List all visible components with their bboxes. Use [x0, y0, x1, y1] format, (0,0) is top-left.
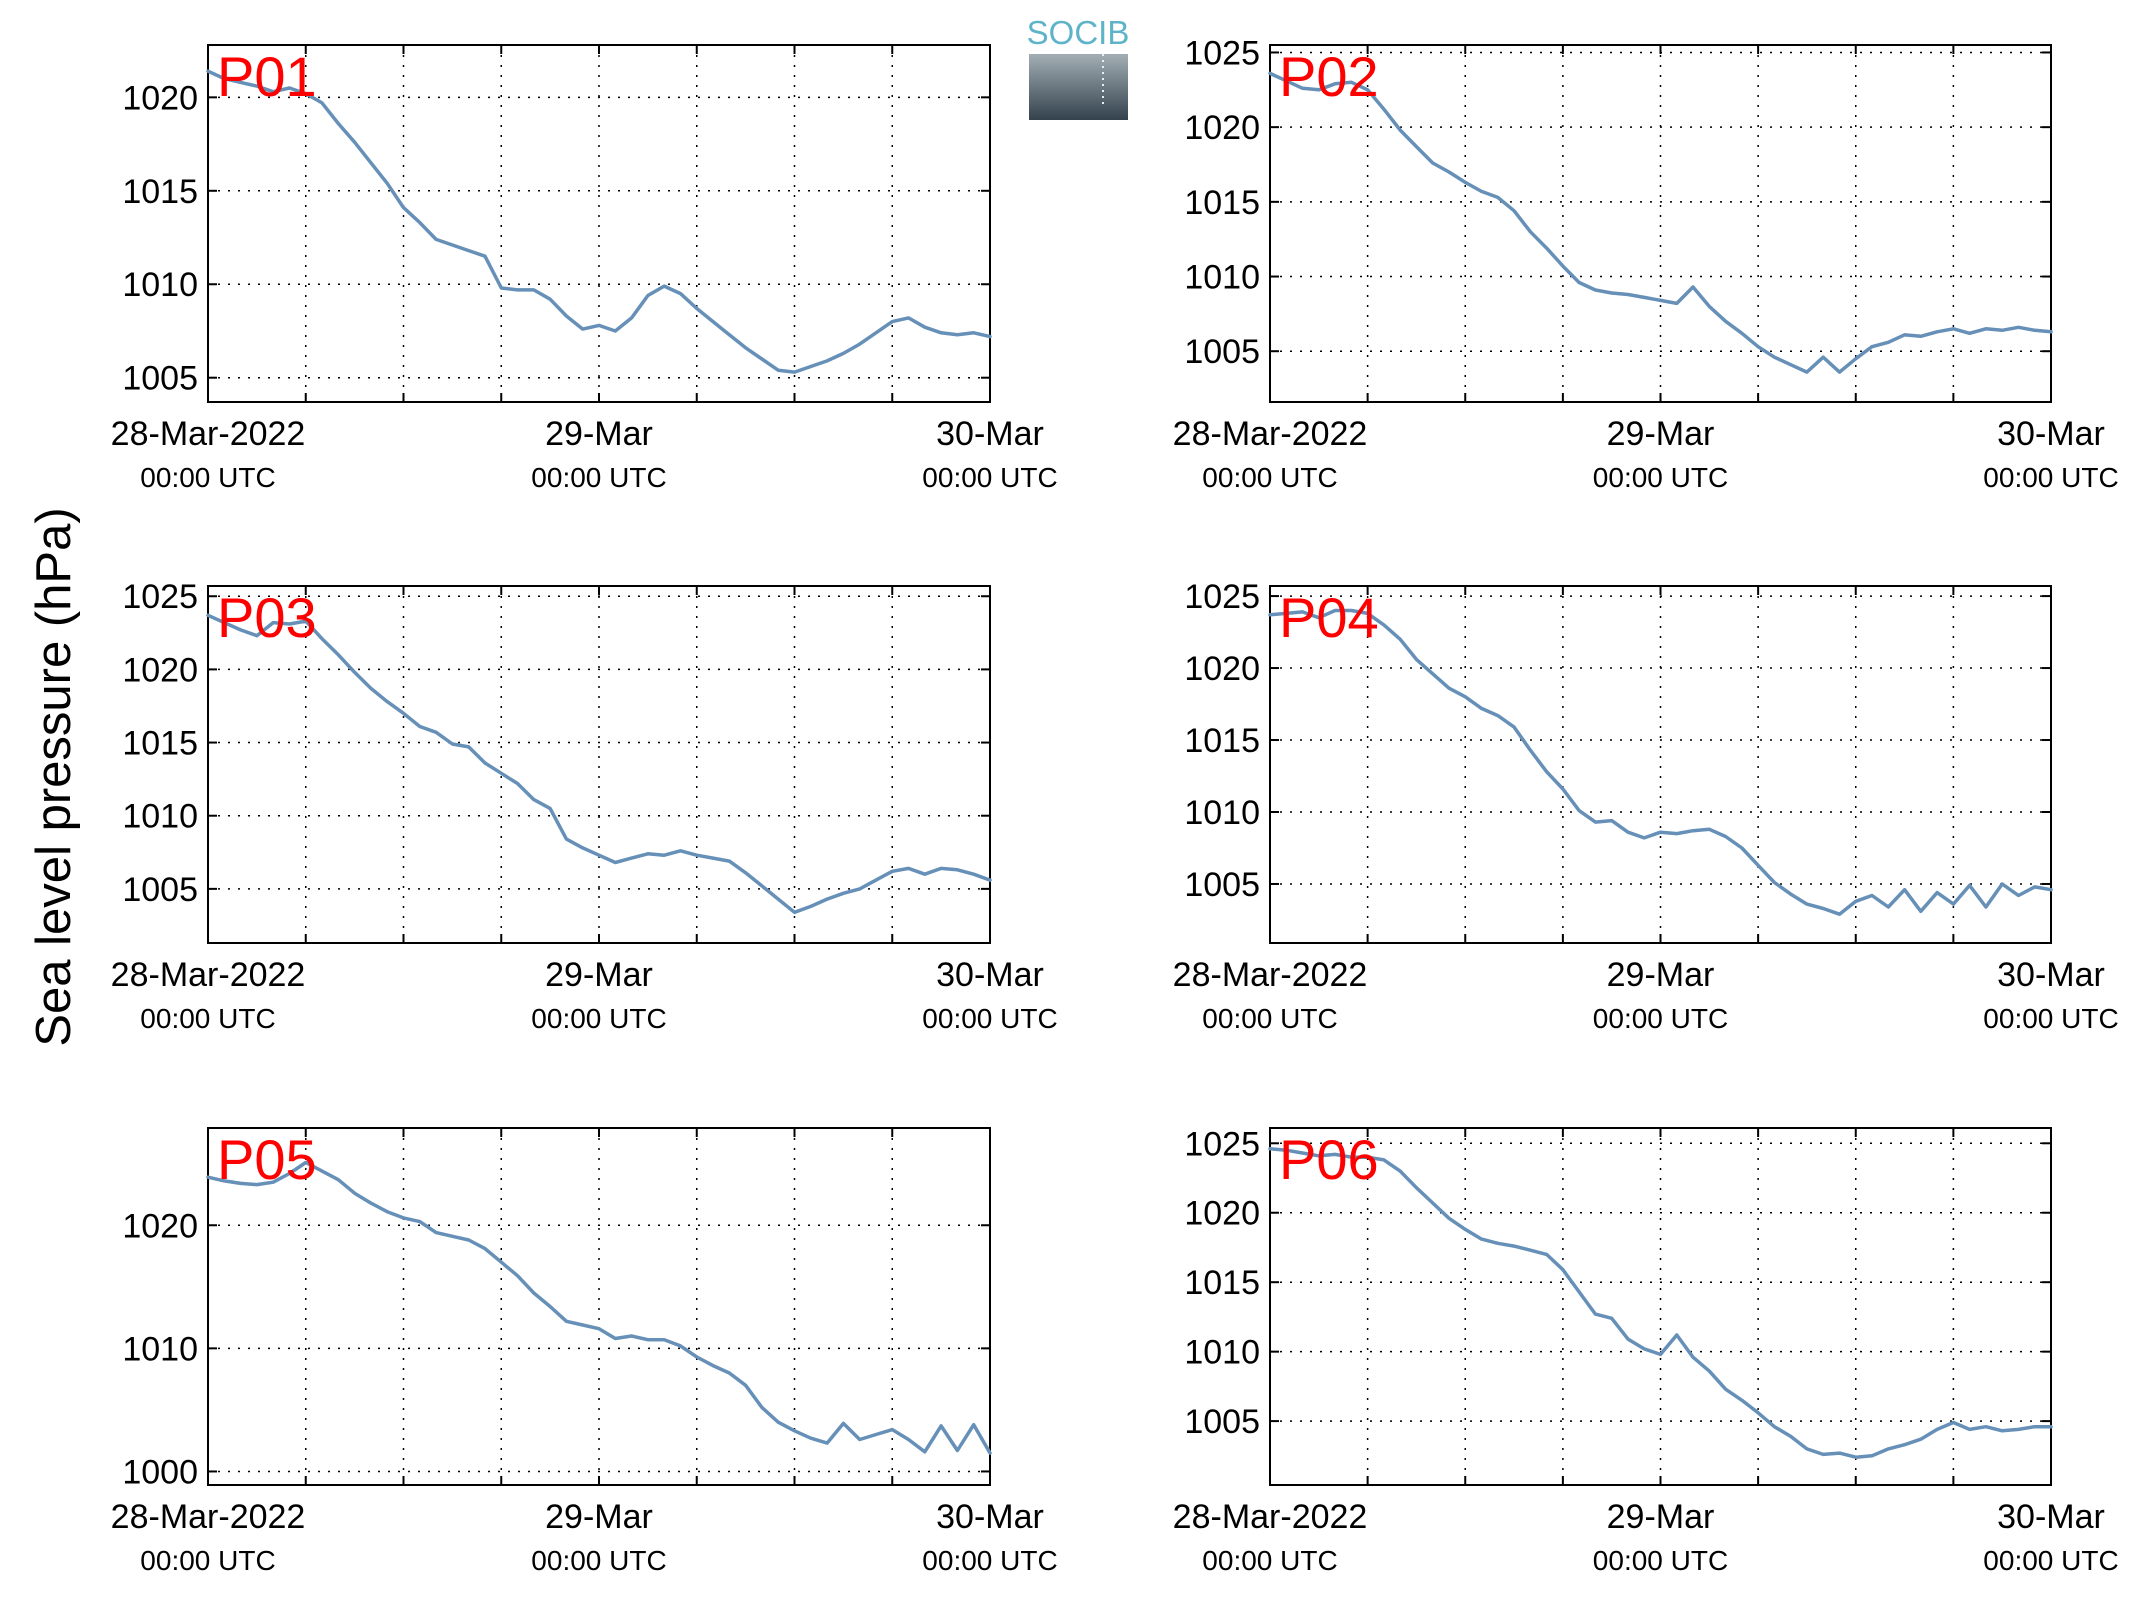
y-tick-label: 1005 [122, 871, 198, 909]
x-tick-label: 30-Mar [936, 1498, 1044, 1536]
x-tick-sublabel: 00:00 UTC [531, 1003, 666, 1034]
y-tick-label: 1000 [122, 1453, 198, 1491]
y-tick-label: 1025 [1184, 578, 1260, 616]
y-tick-label: 1005 [1184, 866, 1260, 904]
x-tick-label: 28-Mar-2022 [111, 1498, 306, 1536]
x-tick-sublabel: 00:00 UTC [1202, 1003, 1337, 1034]
y-tick-label: 1015 [1184, 184, 1260, 222]
x-tick-sublabel: 00:00 UTC [1983, 462, 2118, 493]
panel-p06: 1005 1010 1015 1020 1025 28-Mar-2022 00:00 UTC… [1173, 1125, 2119, 1576]
x-tick-sublabel: 00:00 UTC [922, 1545, 1057, 1576]
x-tick-sublabel: 00:00 UTC [140, 462, 275, 493]
panel-label: P05 [217, 1128, 317, 1191]
x-tick-label: 30-Mar [1997, 956, 2105, 994]
y-tick-label: 1010 [1184, 259, 1260, 297]
y-tick-label: 1010 [122, 1330, 198, 1368]
x-tick-sublabel: 00:00 UTC [922, 1003, 1057, 1034]
panel-p01: 1005 1010 1015 1020 28-Mar-2022 00:00 UTC 29-M… [111, 44, 1058, 493]
x-tick-sublabel: 00:00 UTC [1593, 1003, 1728, 1034]
x-tick-sublabel: 00:00 UTC [1983, 1545, 2118, 1576]
panel-label: P03 [217, 586, 317, 649]
x-tick-label: 30-Mar [1997, 1498, 2105, 1536]
plot-frame [1269, 1127, 2052, 1486]
y-tick-label: 1020 [122, 79, 198, 117]
x-tick-sublabel: 00:00 UTC [1202, 462, 1337, 493]
y-tick-label: 1020 [1184, 1195, 1260, 1233]
y-tick-label: 1005 [122, 360, 198, 398]
panel-p03: 1005 1010 1015 1020 1025 28-Mar-2022 00:00 UTC… [111, 578, 1058, 1034]
x-tick-label: 28-Mar-2022 [111, 956, 306, 994]
x-tick-sublabel: 00:00 UTC [531, 1545, 666, 1576]
x-tick-label: 29-Mar [1607, 415, 1715, 453]
x-tick-sublabel: 00:00 UTC [140, 1003, 275, 1034]
x-tick-label: 28-Mar-2022 [1173, 1498, 1368, 1536]
x-tick-label: 28-Mar-2022 [1173, 956, 1368, 994]
y-tick-label: 1015 [1184, 1264, 1260, 1302]
series-line [206, 1160, 992, 1455]
y-tick-label: 1015 [122, 725, 198, 763]
y-tick-label: 1010 [1184, 1334, 1260, 1372]
panel-p04: 1005 1010 1015 1020 1025 28-Mar-2022 00:00 UTC… [1173, 578, 2119, 1034]
panel-label: P01 [217, 45, 317, 108]
y-tick-label: 1010 [122, 266, 198, 304]
panel-p05: 1000 1010 1020 28-Mar-2022 00:00 UTC 29-Mar 00… [111, 1127, 1058, 1576]
y-tick-label: 1015 [122, 173, 198, 211]
panel-p02: 1005 1010 1015 1020 1025 28-Mar-2022 00:00 UTC… [1173, 34, 2119, 493]
panels: 1005 1010 1015 1020 28-Mar-2022 00:00 UTC 29-M… [111, 34, 2119, 1576]
y-tick-label: 1015 [1184, 722, 1260, 760]
x-tick-label: 29-Mar [545, 1498, 653, 1536]
y-tick-label: 1020 [1184, 109, 1260, 147]
y-tick-label: 1025 [1184, 1125, 1260, 1163]
y-tick-label: 1025 [122, 578, 198, 616]
y-tick-label: 1010 [1184, 794, 1260, 832]
x-tick-label: 28-Mar-2022 [111, 415, 306, 453]
y-axis-title: Sea level pressure (hPa) [27, 507, 81, 1046]
x-tick-label: 29-Mar [1607, 956, 1715, 994]
series-line [1268, 71, 2053, 374]
x-tick-label: 30-Mar [936, 415, 1044, 453]
x-tick-sublabel: 00:00 UTC [531, 462, 666, 493]
series-line [206, 69, 992, 374]
y-tick-label: 1025 [1184, 34, 1260, 72]
panel-label: P06 [1279, 1128, 1379, 1191]
x-tick-sublabel: 00:00 UTC [1593, 462, 1728, 493]
x-tick-sublabel: 00:00 UTC [140, 1545, 275, 1576]
x-tick-sublabel: 00:00 UTC [1983, 1003, 2118, 1034]
panel-label: P02 [1279, 45, 1379, 108]
x-tick-label: 28-Mar-2022 [1173, 415, 1368, 453]
plot-frame [1269, 44, 2052, 403]
y-tick-label: 1005 [1184, 333, 1260, 371]
y-tick-label: 1020 [122, 651, 198, 689]
y-tick-label: 1020 [1184, 650, 1260, 688]
series-line [206, 613, 992, 915]
y-tick-label: 1010 [122, 798, 198, 836]
x-tick-sublabel: 00:00 UTC [1202, 1545, 1337, 1576]
x-tick-label: 29-Mar [545, 956, 653, 994]
x-tick-label: 30-Mar [1997, 415, 2105, 453]
plot-frame [207, 585, 991, 944]
x-tick-sublabel: 00:00 UTC [1593, 1545, 1728, 1576]
x-tick-sublabel: 00:00 UTC [922, 462, 1057, 493]
series-line [1268, 608, 2053, 916]
y-tick-label: 1020 [122, 1207, 198, 1245]
logo-text: SOCIB [1027, 14, 1130, 51]
plot-frame [1269, 585, 2052, 944]
x-tick-label: 30-Mar [936, 956, 1044, 994]
socib-logo: SOCIB [1027, 14, 1130, 120]
logo-block [1029, 54, 1128, 120]
y-tick-label: 1005 [1184, 1403, 1260, 1441]
plot-frame [207, 1127, 991, 1486]
x-tick-label: 29-Mar [545, 415, 653, 453]
x-tick-label: 29-Mar [1607, 1498, 1715, 1536]
panel-label: P04 [1279, 586, 1379, 649]
series-line [1268, 1147, 2053, 1459]
plot-frame [207, 44, 991, 403]
